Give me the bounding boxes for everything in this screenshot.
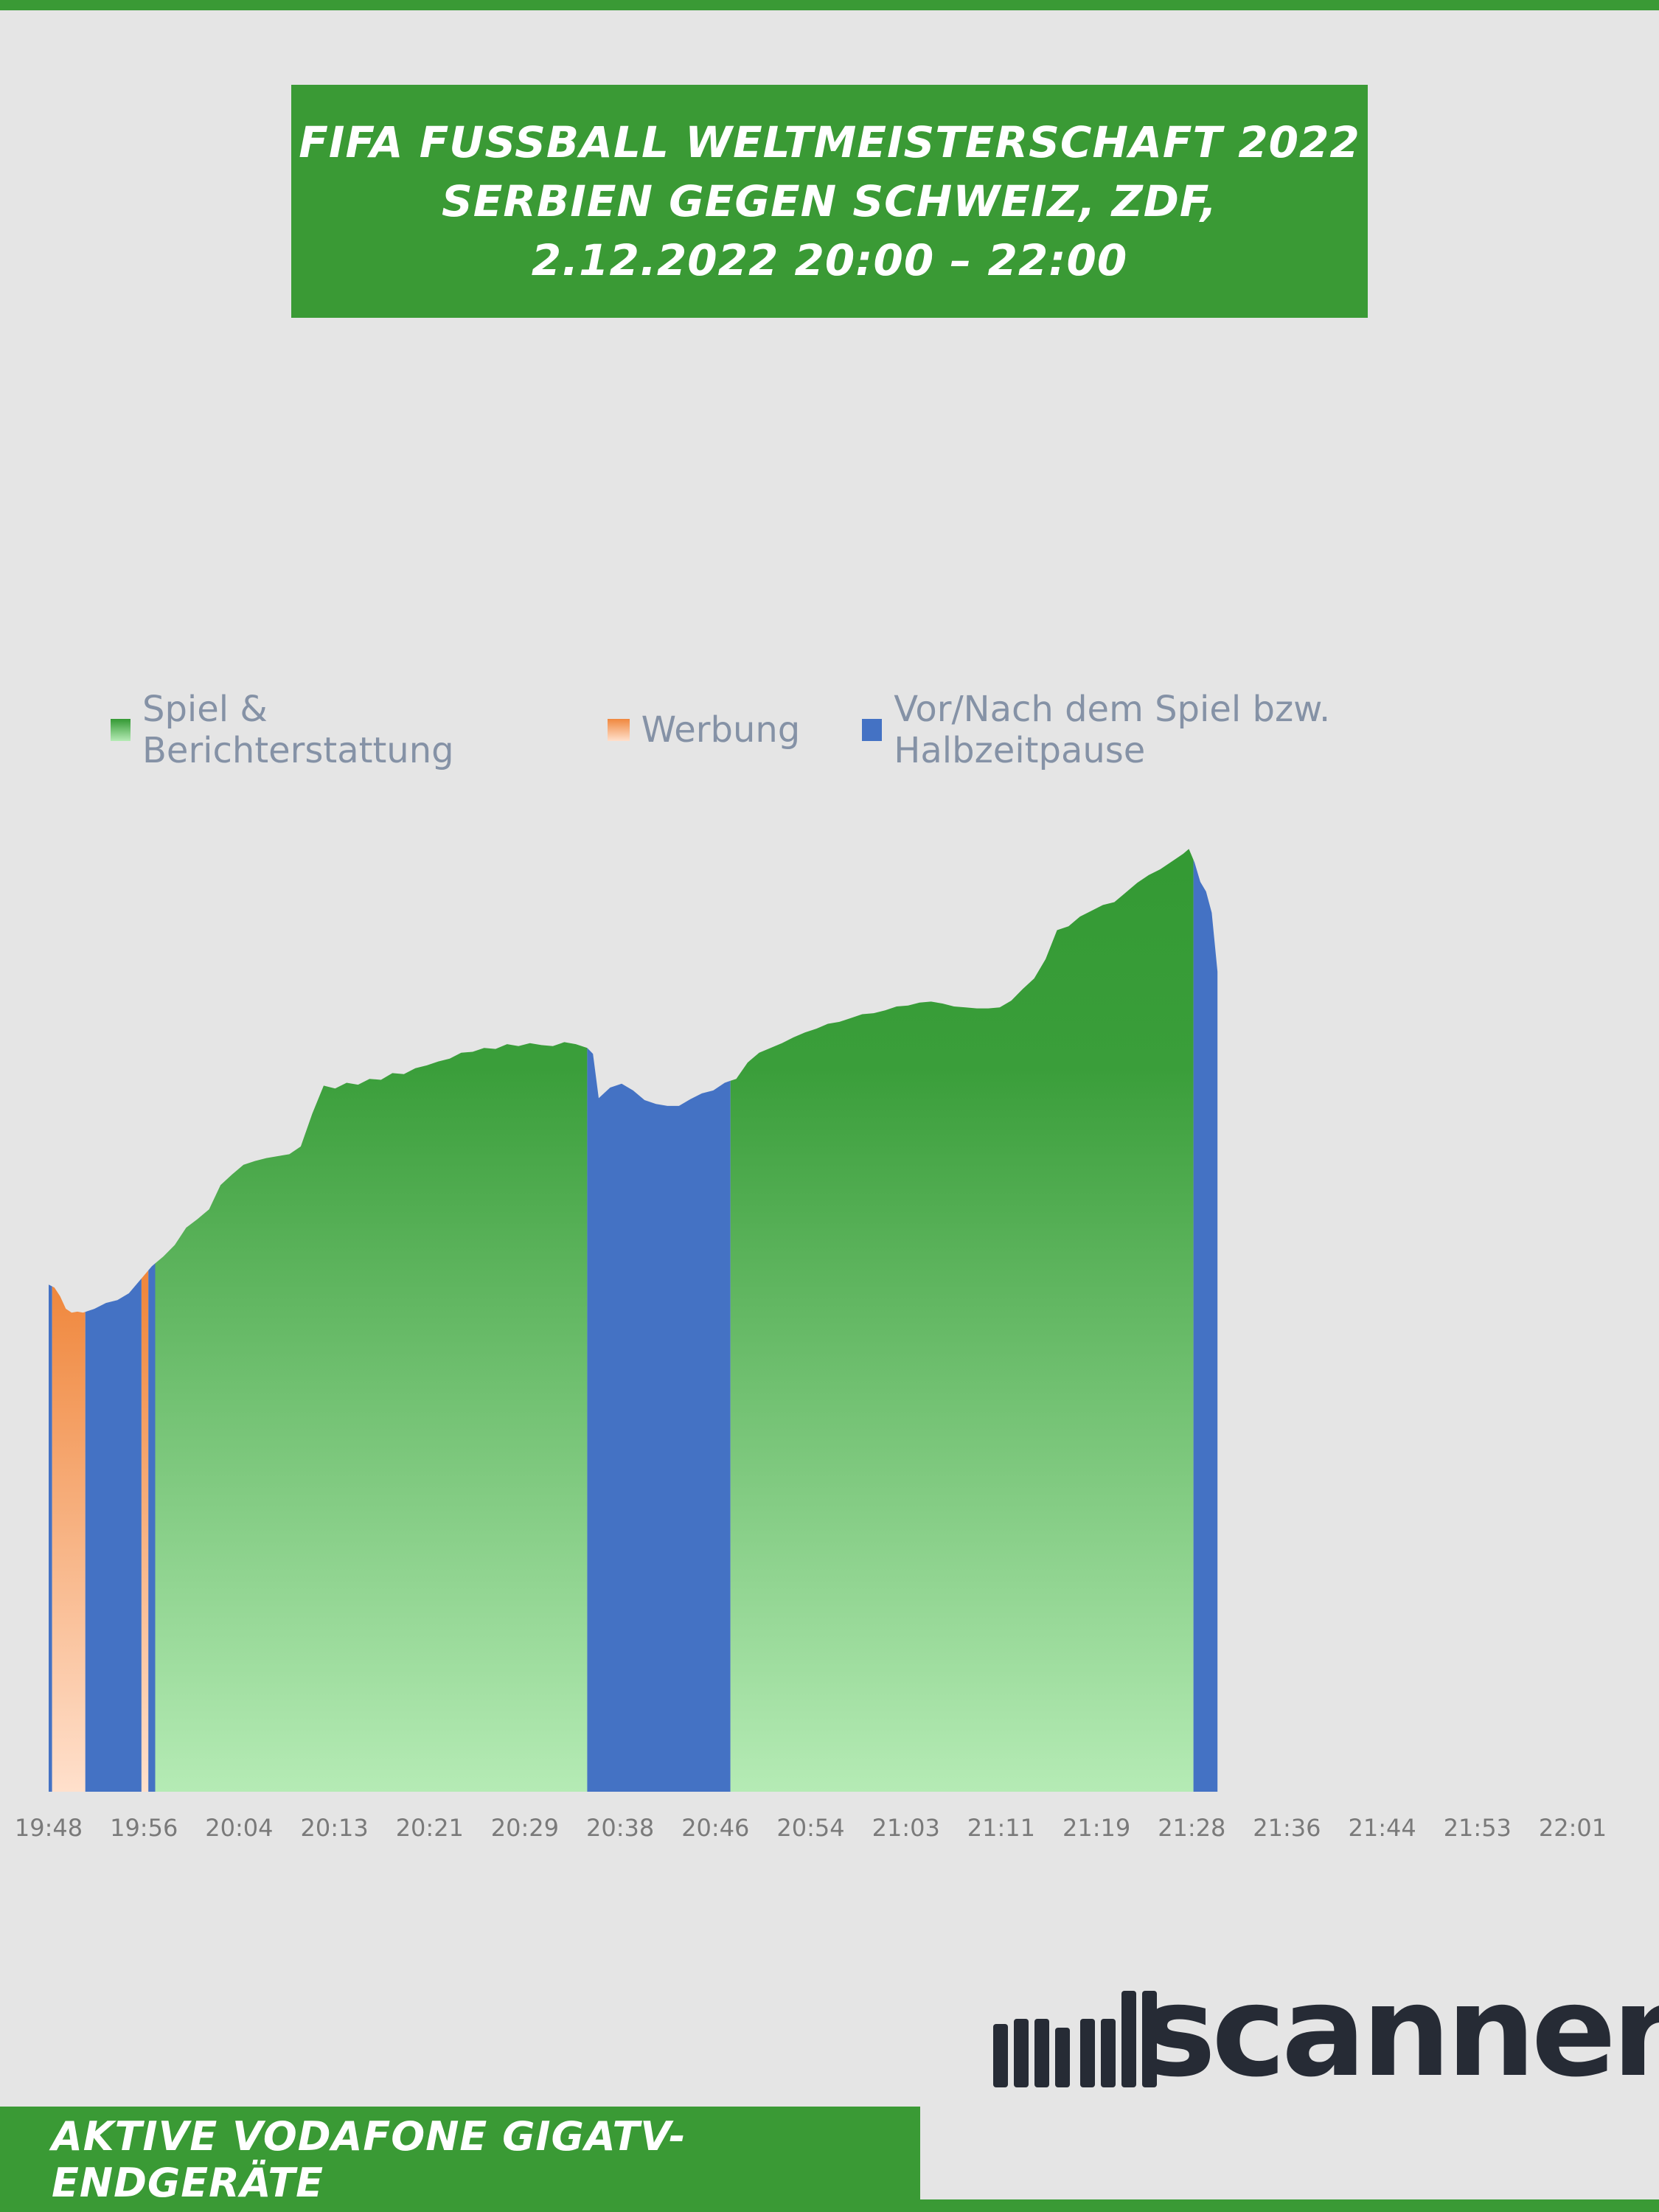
area-segments <box>49 849 1218 1792</box>
x-tick-label: 20:54 <box>776 1814 844 1842</box>
area-segment-3-werbung <box>141 1270 149 1792</box>
legend-swatch-blue <box>862 719 883 741</box>
legend-label-spiel: Spiel & Berichterstattung <box>142 689 454 771</box>
title-line-2: SERBIEN GEGEN SCHWEIZ, ZDF, <box>441 176 1217 226</box>
x-axis-ticks: 19:48 19:56 20:04 20:13 20:21 20:29 20:38 20:46… <box>15 1814 1607 1842</box>
x-tick-label: 21:11 <box>967 1814 1035 1842</box>
area-segment-0-vor-nach-dem-spiel-bzw-halbzeitpause <box>49 1284 52 1792</box>
adscanner-logo <box>993 1991 1157 2087</box>
x-tick-label: 21:28 <box>1158 1814 1225 1842</box>
area-segment-4-vor-nach-dem-spiel-bzw-halbzeitpause <box>148 1263 156 1792</box>
logo-wordmark: scanner <box>1141 1959 1659 2105</box>
x-tick-label: 20:04 <box>205 1814 273 1842</box>
legend-swatch-green <box>111 719 131 741</box>
legend-item-spiel: Spiel & Berichterstattung <box>111 689 546 771</box>
title-banner: FIFA FUSSBALL WELTMEISTERSCHAFT 2022 SER… <box>291 85 1368 318</box>
x-tick-label: 19:48 <box>15 1814 83 1842</box>
x-tick-label: 21:53 <box>1444 1814 1512 1842</box>
legend-label-vor-nach: Vor/Nach dem Spiel bzw. Halbzeitpause <box>894 689 1331 771</box>
area-segment-8-vor-nach-dem-spiel-bzw-halbzeitpause <box>1193 860 1218 1792</box>
footer-banner: AKTIVE VODAFONE GIGATV-ENDGERÄTE <box>0 2107 920 2212</box>
chart-legend: Spiel & Berichterstattung Werbung Vor/Na… <box>111 689 1585 771</box>
x-tick-label: 21:19 <box>1062 1814 1130 1842</box>
x-tick-label: 20:13 <box>300 1814 368 1842</box>
bottom-accent-line <box>920 2199 1659 2212</box>
legend-item-vor-nach: Vor/Nach dem Spiel bzw. Halbzeitpause <box>862 689 1523 771</box>
title-line-1: FIFA FUSSBALL WELTMEISTERSCHAFT 2022 <box>299 117 1360 167</box>
chart-title: FIFA FUSSBALL WELTMEISTERSCHAFT 2022 SER… <box>299 113 1360 290</box>
title-line-3: 2.12.2022 20:00 – 22:00 <box>531 235 1128 285</box>
legend-label-werbung: Werbung <box>641 709 801 751</box>
area-segment-6-vor-nach-dem-spiel-bzw-halbzeitpause <box>587 1048 731 1792</box>
area-segment-2-vor-nach-dem-spiel-bzw-halbzeitpause <box>85 1278 142 1792</box>
x-tick-label: 22:01 <box>1539 1814 1607 1842</box>
area-chart: 19:48 19:56 20:04 20:13 20:21 20:29 20:38 20:46… <box>15 849 1607 1842</box>
x-tick-label: 21:44 <box>1348 1814 1416 1842</box>
area-segment-5-spiel-berichterstattung <box>155 1042 588 1792</box>
x-tick-label: 20:38 <box>586 1814 654 1842</box>
area-segment-7-spiel-berichterstattung <box>730 849 1194 1792</box>
legend-swatch-orange <box>607 719 630 741</box>
x-tick-label: 20:21 <box>396 1814 464 1842</box>
x-tick-label: 20:46 <box>681 1814 749 1842</box>
top-accent-bar <box>0 0 1659 10</box>
x-tick-label: 21:03 <box>872 1814 940 1842</box>
legend-item-werbung: Werbung <box>607 709 801 751</box>
x-tick-label: 21:36 <box>1253 1814 1321 1842</box>
x-tick-label: 20:29 <box>491 1814 559 1842</box>
area-segment-1-werbung <box>52 1286 86 1792</box>
x-tick-label: 19:56 <box>110 1814 178 1842</box>
footer-label: AKTIVE VODAFONE GIGATV-ENDGERÄTE <box>52 2112 686 2206</box>
